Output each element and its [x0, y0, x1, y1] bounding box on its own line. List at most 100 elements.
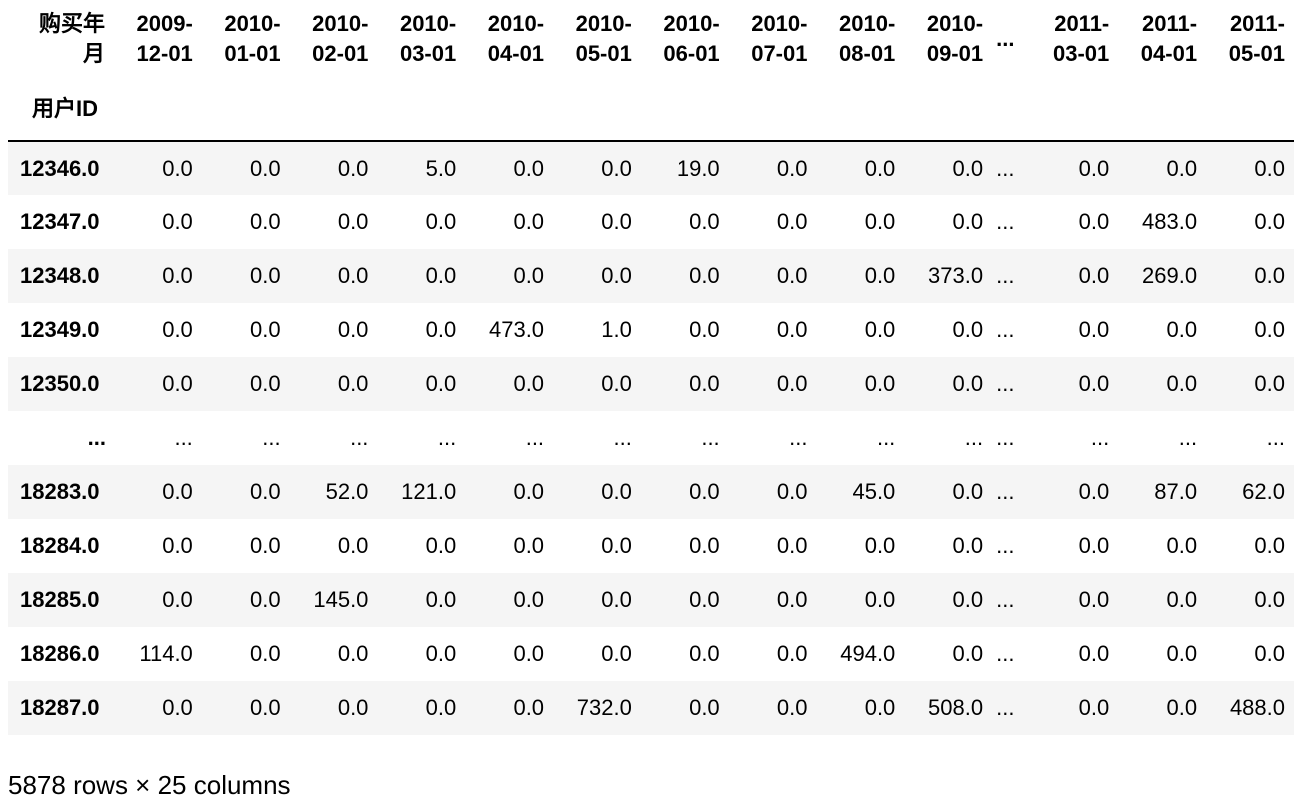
table-cell: 0.0: [425, 263, 457, 288]
table-cell: 0.0: [513, 263, 545, 288]
table-cell: 0.0: [689, 371, 720, 396]
table-cell: 0.0: [1078, 263, 1110, 288]
table-cell: 0.0: [776, 587, 808, 612]
column-header: 2011-04-01: [1140, 11, 1198, 66]
table-row: 18285.0 0.0 0.0 145.0 0.0 0.0 0.0 0.0 0.0 0.0 0.0.…: [8, 573, 1294, 627]
table-cell: 0.0: [1078, 533, 1110, 558]
table-cell: 0.0: [601, 209, 632, 234]
table-cell: 5.0: [425, 155, 457, 181]
columns-name-header: 购买年月: [38, 11, 105, 66]
dataframe-output: 购买年月 2009-12-01 2010-01-01 2010-02-01 20…: [8, 0, 1294, 735]
table-cell: 0.0: [250, 533, 281, 558]
row-index-label: 18287.0: [20, 695, 100, 720]
table-cell: 0.0: [1166, 587, 1198, 612]
dataframe-shape-caption: 5878 rows × 25 columns: [8, 770, 291, 800]
column-header: 2010-07-01: [751, 11, 808, 66]
table-cell: 0.0: [601, 371, 632, 396]
table-cell: 0.0: [1166, 533, 1198, 558]
table-cell: 0.0: [952, 209, 984, 234]
column-header: 2010-03-01: [399, 11, 457, 66]
table-cell-ellipsis: ...: [996, 587, 1015, 612]
table-cell: 0.0: [1166, 695, 1198, 720]
table-row: 12350.0 0.0 0.0 0.0 0.0 0.0 0.0 0.0 0.0 0.0 0.0...…: [8, 357, 1294, 411]
table-cell: ...: [1266, 425, 1285, 450]
table-cell: 0.0: [864, 317, 896, 342]
table-cell: 488.0: [1229, 695, 1285, 720]
row-index-label: 12348.0: [20, 263, 100, 288]
table-row: 12347.0 0.0 0.0 0.0 0.0 0.0 0.0 0.0 0.0 0.0 0.0...…: [8, 195, 1294, 249]
table-row: 12349.0 0.0 0.0 0.0 0.0 473.0 1.0 0.0 0.0 0.0 0.0.…: [8, 303, 1294, 357]
column-header: 2010-06-01: [663, 11, 720, 66]
table-cell: 0.0: [513, 695, 545, 720]
table-cell: 0.0: [162, 209, 193, 234]
table-cell: 114.0: [139, 641, 193, 666]
table-cell: 0.0: [513, 371, 545, 396]
table-cell: 269.0: [1142, 263, 1198, 288]
table-cell: 0.0: [337, 641, 369, 666]
table-cell: 0.0: [513, 155, 545, 181]
table-cell-ellipsis: ...: [996, 695, 1015, 720]
table-row-ellipsis: ........................................…: [8, 411, 1294, 465]
table-cell: 45.0: [852, 479, 896, 504]
table-cell: 0.0: [513, 533, 545, 558]
table-header: 购买年月 2009-12-01 2010-01-01 2010-02-01 20…: [8, 0, 1294, 142]
table-cell: 494.0: [840, 641, 896, 666]
table-cell: ...: [525, 425, 545, 450]
table-cell: 0.0: [1078, 317, 1110, 342]
dataframe-table: 购买年月 2009-12-01 2010-01-01 2010-02-01 20…: [8, 0, 1294, 735]
row-index-label: 12349.0: [20, 317, 100, 342]
table-cell: 0.0: [162, 587, 193, 612]
table-cell: 0.0: [513, 641, 545, 666]
table-cell: 0.0: [1254, 209, 1285, 234]
table-cell: 0.0: [864, 263, 896, 288]
table-cell: 0.0: [1078, 641, 1110, 666]
table-cell: 732.0: [576, 695, 632, 720]
table-cell: 0.0: [776, 155, 808, 181]
table-cell: 0.0: [250, 371, 281, 396]
table-cell: 0.0: [250, 263, 281, 288]
table-cell: 0.0: [1254, 641, 1285, 666]
table-cell: 0.0: [1078, 695, 1110, 720]
table-cell: 0.0: [337, 533, 369, 558]
table-row: 18286.0 114.0 0.0 0.0 0.0 0.0 0.0 0.0 0.0 494.0 0.…: [8, 627, 1294, 681]
table-cell: 0.0: [1254, 155, 1285, 181]
table-cell: 0.0: [776, 695, 808, 720]
table-cell: 19.0: [676, 155, 720, 181]
table-cell: 0.0: [952, 317, 984, 342]
table-cell: 0.0: [689, 209, 720, 234]
table-cell: 0.0: [162, 479, 193, 504]
table-row: 12348.0 0.0 0.0 0.0 0.0 0.0 0.0 0.0 0.0 0.0 373.0.…: [8, 249, 1294, 303]
table-cell: ...: [350, 425, 369, 450]
table-cell: 0.0: [689, 587, 720, 612]
table-cell: 0.0: [425, 587, 457, 612]
table-cell: 0.0: [952, 479, 984, 504]
table-cell: ...: [964, 425, 984, 450]
column-header-ellipsis: ...: [996, 26, 1015, 51]
table-cell: ...: [701, 425, 720, 450]
table-cell-ellipsis: ...: [996, 533, 1015, 558]
table-cell: 0.0: [337, 695, 369, 720]
column-header: 2010-02-01: [312, 11, 369, 66]
table-cell: 0.0: [513, 479, 545, 504]
table-cell: 0.0: [601, 641, 632, 666]
table-cell: ...: [174, 425, 193, 450]
column-header-row: 购买年月 2009-12-01 2010-01-01 2010-02-01 20…: [8, 0, 1294, 78]
table-cell: 0.0: [776, 263, 808, 288]
table-row: 12346.0 0.0 0.0 0.0 5.0 0.0 0.0 19.0 0.0 0.0 0.0..…: [8, 141, 1294, 195]
row-index-label: 18283.0: [20, 479, 100, 504]
table-cell: ...: [876, 425, 896, 450]
table-cell: 0.0: [1078, 479, 1110, 504]
table-cell: 0.0: [250, 587, 281, 612]
table-cell: 0.0: [776, 533, 808, 558]
row-index-label: 18284.0: [20, 533, 100, 558]
table-cell: 0.0: [952, 371, 984, 396]
table-cell: 0.0: [1254, 263, 1285, 288]
table-cell: 0.0: [425, 695, 457, 720]
table-cell: 62.0: [1242, 479, 1285, 504]
table-row: 18284.0 0.0 0.0 0.0 0.0 0.0 0.0 0.0 0.0 0.0 0.0...…: [8, 519, 1294, 573]
table-cell: 0.0: [1166, 155, 1198, 181]
table-cell: 0.0: [1254, 587, 1285, 612]
row-index-label: 18285.0: [20, 587, 100, 612]
row-index-label: 12347.0: [20, 209, 100, 234]
table-cell: 0.0: [162, 263, 193, 288]
